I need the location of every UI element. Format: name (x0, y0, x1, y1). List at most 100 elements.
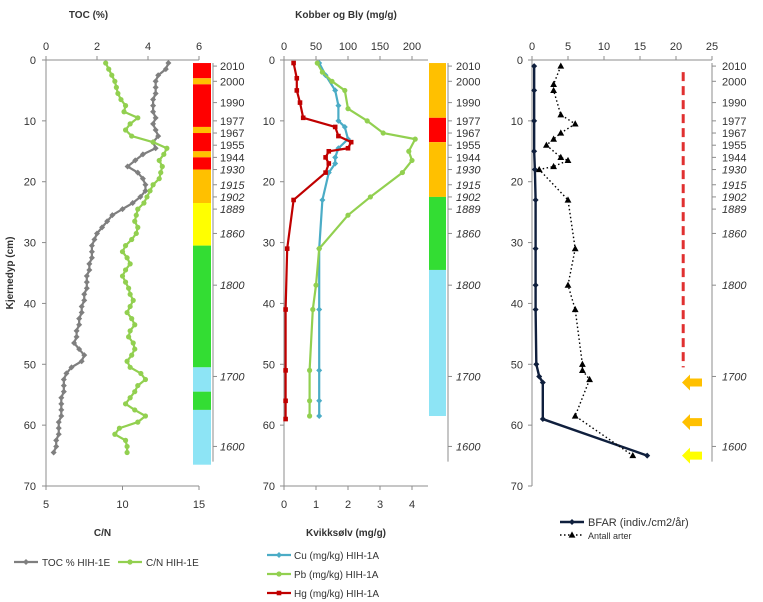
age-band (193, 203, 211, 246)
data-point (314, 60, 320, 66)
year-label: 1930 (456, 165, 481, 177)
data-point (165, 60, 172, 67)
data-point (129, 316, 135, 322)
data-point (142, 181, 149, 188)
y-tick-label: 10 (263, 116, 275, 128)
year-label: 1889 (456, 204, 480, 216)
year-label: 1990 (456, 98, 480, 110)
legend-label: TOC % HIH-1E (42, 558, 110, 569)
data-point (135, 382, 141, 389)
data-point (152, 126, 159, 133)
data-point (564, 281, 572, 288)
year-label: 1967 (722, 128, 746, 140)
year-label: 1889 (722, 204, 746, 216)
bottom-tick-label: 3 (377, 499, 383, 511)
data-point (142, 376, 149, 383)
data-point (342, 87, 348, 94)
data-point (341, 123, 348, 130)
year-label: 1977 (220, 116, 244, 128)
data-point (124, 163, 131, 170)
data-point (132, 218, 138, 224)
data-point (332, 124, 338, 130)
bottom-tick-label: 1 (313, 499, 319, 511)
data-point (152, 78, 159, 85)
data-point (550, 135, 557, 142)
data-point (88, 242, 95, 249)
data-point (60, 388, 67, 395)
left-arrow-icon (682, 447, 702, 464)
data-point (150, 139, 156, 145)
data-point (135, 419, 141, 425)
y-tick-label: 70 (24, 481, 36, 493)
y-tick-label: 40 (263, 298, 275, 310)
age-band (193, 409, 211, 465)
data-point (644, 452, 651, 459)
data-point (155, 72, 162, 79)
data-point (130, 297, 136, 303)
data-point (150, 108, 157, 115)
data-point (532, 282, 539, 289)
data-point (63, 370, 70, 377)
year-label: 1600 (722, 441, 747, 453)
data-point (557, 62, 565, 69)
year-color-bars (193, 63, 446, 465)
data-point (78, 303, 85, 310)
data-point (152, 114, 159, 121)
data-point (113, 84, 119, 90)
data-point (399, 169, 405, 176)
bottom-axis-title: Kvikksølv (mg/g) (306, 528, 386, 539)
data-point (332, 160, 339, 167)
data-point (156, 157, 162, 164)
data-point (106, 66, 112, 72)
data-point (83, 279, 90, 286)
data-point (135, 115, 141, 121)
age-band (193, 126, 211, 134)
year-label: 1967 (220, 128, 244, 140)
series-line-pb-mg-kg-hih-1a (308, 62, 417, 417)
data-point (159, 163, 165, 170)
data-point (152, 84, 159, 91)
year-label: 1930 (220, 165, 245, 177)
top-tick-label: 6 (196, 41, 202, 53)
data-point (536, 373, 543, 380)
data-point (316, 367, 323, 374)
data-point (53, 443, 60, 450)
data-point (132, 322, 138, 328)
data-point (133, 212, 139, 218)
year-labels: 2010200019901977196719551944193019151902… (212, 61, 747, 462)
series-line-bfar-indiv-cm2-r- (532, 66, 648, 457)
data-point (124, 309, 130, 316)
top-tick-label: 150 (371, 41, 389, 53)
data-point (124, 449, 130, 456)
y-tick-label: 0 (517, 55, 523, 67)
top-tick-label: 25 (706, 41, 718, 53)
data-point (142, 413, 149, 419)
y-tick-label: 10 (511, 116, 523, 128)
data-point (323, 170, 328, 175)
data-point (53, 437, 60, 444)
data-point (122, 401, 129, 407)
top-tick-label: 15 (634, 41, 646, 53)
data-point (68, 364, 75, 371)
year-label: 1990 (220, 98, 244, 110)
year-label: 1600 (456, 441, 481, 453)
data-point (291, 197, 296, 203)
data-point (539, 416, 546, 423)
legend-marker (569, 519, 575, 525)
data-point (86, 266, 93, 273)
data-point (307, 398, 313, 404)
panel-toc-cn: 0 2 4 6 5 10 15 0 10 20 30 40 50 60 70 TOC (%) C/N Kjerne… (5, 10, 205, 539)
bottom-tick-label: 2 (345, 499, 351, 511)
year-label: 1967 (456, 128, 480, 140)
age-band (193, 63, 211, 79)
age-band (193, 245, 211, 368)
year-label: 1700 (722, 371, 747, 383)
data-point (124, 255, 130, 261)
top-tick-label: 2 (94, 41, 100, 53)
data-point (60, 376, 67, 383)
data-point (60, 382, 67, 389)
data-point (345, 106, 351, 112)
data-point (557, 153, 565, 160)
data-point (135, 224, 141, 230)
year-label: 1930 (722, 165, 747, 177)
